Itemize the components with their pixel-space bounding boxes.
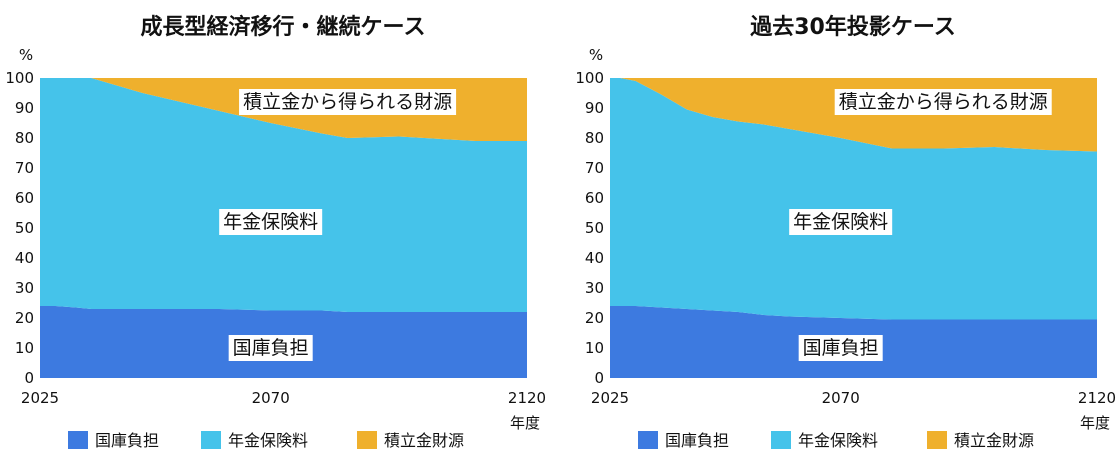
- area-series-2: [40, 78, 527, 312]
- y-tick-label: 40: [15, 249, 34, 267]
- y-tick-label: 0: [594, 369, 604, 387]
- legend-item-3: 積立金財源: [357, 431, 464, 450]
- y-tick-label: 10: [15, 339, 34, 357]
- y-tick-label: 20: [15, 309, 34, 327]
- region-label-text: 年金保険料: [793, 211, 888, 233]
- y-tick-label: 0: [24, 369, 34, 387]
- region-label-bg: [789, 209, 893, 235]
- legend-item-2: 年金保険料: [201, 431, 308, 450]
- y-tick-label: 80: [585, 129, 604, 147]
- legend-swatch: [771, 431, 791, 449]
- legend-item-1: 国庫負担: [68, 431, 159, 450]
- x-axis-unit: 年度: [1080, 414, 1110, 432]
- legend-swatch: [927, 431, 947, 449]
- y-tick-label: 20: [585, 309, 604, 327]
- legend-label: 国庫負担: [95, 431, 159, 450]
- region-label-bg: [219, 209, 323, 235]
- region-label-3: 積立金から得られる財源: [239, 89, 457, 115]
- region-label-text: 積立金から得られる財源: [243, 91, 452, 113]
- legend-label: 年金保険料: [798, 431, 878, 450]
- legend-label: 国庫負担: [665, 431, 729, 450]
- region-label-3: 積立金から得られる財源: [834, 89, 1052, 115]
- region-label-text: 年金保険料: [223, 211, 318, 233]
- y-tick-label: 60: [15, 189, 34, 207]
- legend-label: 積立金財源: [384, 431, 464, 450]
- legend-swatch: [201, 431, 221, 449]
- y-tick-label: 40: [585, 249, 604, 267]
- legend-label: 積立金財源: [954, 431, 1034, 450]
- y-tick-label: 100: [575, 69, 604, 87]
- x-tick-label: 2070: [822, 389, 860, 407]
- y-tick-label: 10: [585, 339, 604, 357]
- legend-item-1: 国庫負担: [638, 431, 729, 450]
- legend-item-2: 年金保険料: [771, 431, 878, 450]
- legend-swatch: [357, 431, 377, 449]
- y-tick-label: 50: [15, 219, 34, 237]
- y-tick-label: 30: [585, 279, 604, 297]
- area-series-2: [610, 78, 1097, 320]
- x-tick-label: 2120: [1078, 389, 1116, 407]
- region-label-text: 国庫負担: [803, 337, 879, 359]
- y-tick-label: 60: [585, 189, 604, 207]
- legend: 国庫負担 年金保険料 積立金財源: [638, 431, 1034, 450]
- region-label-bg: [228, 335, 313, 361]
- x-tick-label: 2070: [252, 389, 290, 407]
- y-axis-unit: %: [589, 46, 603, 64]
- region-label-1: 国庫負担: [798, 335, 883, 361]
- y-axis-unit: %: [19, 46, 33, 64]
- y-tick-label: 90: [15, 99, 34, 117]
- y-tick-label: 100: [5, 69, 34, 87]
- legend-swatch: [68, 431, 88, 449]
- chart-panel-2: 過去30年投影ケース国庫負担年金保険料積立金から得られる財源0102030405…: [575, 14, 1116, 450]
- y-tick-label: 80: [15, 129, 34, 147]
- legend: 国庫負担 年金保険料 積立金財源: [68, 431, 464, 450]
- region-label-text: 国庫負担: [233, 337, 309, 359]
- y-tick-label: 50: [585, 219, 604, 237]
- legend-swatch: [638, 431, 658, 449]
- region-label-bg: [834, 89, 1052, 115]
- x-tick-label: 2120: [508, 389, 546, 407]
- x-axis-unit: 年度: [510, 414, 540, 432]
- region-label-2: 年金保険料: [219, 209, 323, 235]
- y-tick-label: 70: [585, 159, 604, 177]
- chart-panel-1: 成長型経済移行・継続ケース国庫負担年金保険料積立金から得られる財源0102030…: [5, 14, 546, 450]
- region-label-2: 年金保険料: [789, 209, 893, 235]
- region-label-text: 積立金から得られる財源: [839, 91, 1048, 113]
- region-label-1: 国庫負担: [228, 335, 313, 361]
- legend-item-3: 積立金財源: [927, 431, 1034, 450]
- y-tick-label: 70: [15, 159, 34, 177]
- chart-title: 過去30年投影ケース: [750, 14, 956, 40]
- region-label-bg: [239, 89, 457, 115]
- y-tick-label: 90: [585, 99, 604, 117]
- x-tick-label: 2025: [21, 389, 59, 407]
- legend-label: 年金保険料: [228, 431, 308, 450]
- y-tick-label: 30: [15, 279, 34, 297]
- region-label-bg: [798, 335, 883, 361]
- chart-title: 成長型経済移行・継続ケース: [141, 14, 426, 40]
- x-tick-label: 2025: [591, 389, 629, 407]
